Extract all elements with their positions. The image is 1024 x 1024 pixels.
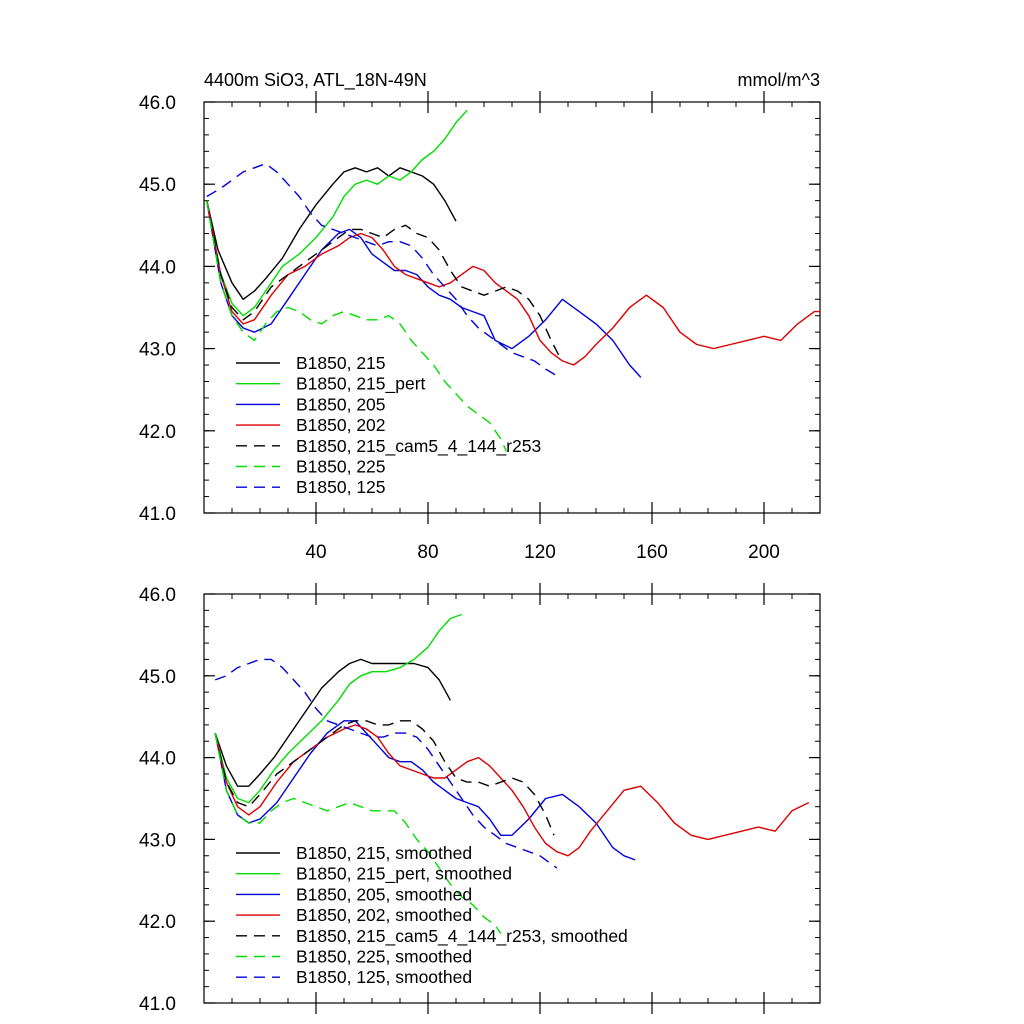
y-tick-label: 41.0 [139,504,176,525]
legend-label: B1850, 125, smoothed [296,967,472,987]
series-line-raw-5 [206,200,508,452]
smoothed-panel: 41.0 42.0 43.0 44.0 45.0 46.0 B1850, 215, smoo… [139,583,821,1015]
series-line-smoothed-1 [214,613,462,804]
legend-label: B1850, 215_pert, smoothed [296,864,512,885]
legend-label: B1850, 215_pert [296,374,426,395]
series-line-raw-2 [206,200,642,378]
series-line-smoothed-0 [214,658,452,787]
series-line-smoothed-2 [214,720,636,861]
y-tick-label: 45.0 [139,667,176,688]
y-tick-label: 42.0 [139,422,176,443]
units-label: mmol/m^3 [738,70,820,90]
x-tick-label: 160 [636,542,668,563]
plot-title: 4400m SiO3, ATL_18N-49N [204,70,427,91]
legend-label: B1850, 225 [296,457,386,477]
raw-panel: 41.0 42.0 43.0 44.0 45.0 46.0 40 80 120 160 200 B18… [139,91,821,563]
series-line-raw-6 [206,162,560,379]
series-line-smoothed-3 [214,724,810,857]
series-group [206,109,820,452]
y-tick-label: 41.0 [139,994,176,1015]
x-tick-label: 40 [305,542,326,563]
y-tick-label: 44.0 [139,257,176,278]
y-tick-label: 46.0 [139,585,176,606]
legend-label: B1850, 215_cam5_4_144_r253, smoothed [296,926,628,947]
series-line-raw-4 [206,200,561,358]
legend-label: B1850, 125 [296,477,386,497]
y-tick-label: 43.0 [139,830,176,851]
series-line-raw-3 [206,200,820,366]
legend-label: B1850, 205, smoothed [296,884,472,904]
legend-label: B1850, 215, smoothed [296,843,472,863]
legend-label: B1850, 215 [296,353,386,373]
series-line-smoothed-4 [214,720,555,836]
legend-label: B1850, 202 [296,415,386,435]
y-tick-label: 46.0 [139,93,176,114]
series-line-raw-0 [206,167,457,300]
legend-label: B1850, 215_cam5_4_144_r253 [296,436,541,457]
y-tick-label: 43.0 [139,340,176,361]
legend-label: B1850, 205 [296,394,386,414]
legend-label: B1850, 202, smoothed [296,905,472,925]
series-line-raw-1 [206,109,468,317]
y-tick-label: 42.0 [139,912,176,933]
y-tick-label: 45.0 [139,175,176,196]
y-tick-label: 44.0 [139,749,176,770]
series-line-smoothed-6 [214,658,558,869]
x-tick-label: 120 [524,542,556,563]
x-tick-label: 80 [417,542,438,563]
series-line-smoothed-5 [214,732,502,934]
legend-label: B1850, 225, smoothed [296,947,472,967]
x-tick-label: 200 [748,542,780,563]
series-group [214,613,810,934]
